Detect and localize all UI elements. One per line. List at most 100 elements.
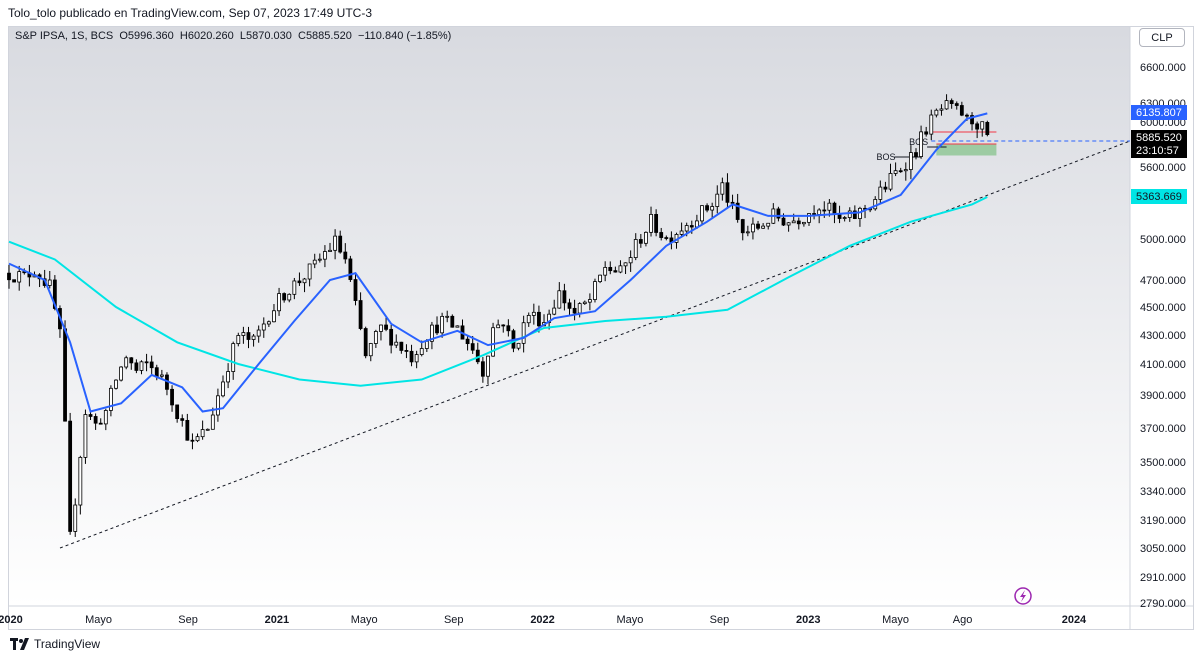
candle-body [944,100,949,110]
candle-body [827,202,832,211]
lightning-bolt-icon [1020,590,1026,602]
candle-body [455,325,460,328]
candle-body [751,223,755,233]
chart-frame[interactable] [8,26,1194,630]
y-tick-label: 4300.000 [1140,330,1186,342]
y-tick-label: 3340.000 [1140,486,1186,498]
candle-body [435,324,439,334]
candle-body [83,414,88,458]
candle-body [358,300,363,329]
candle-body [684,225,689,232]
candle-body [139,361,144,371]
candle-body [572,307,577,314]
candle-body [450,315,455,328]
candle-body [725,182,730,203]
candle-body [970,115,974,125]
candle-body [908,152,913,170]
candle-body [745,231,750,234]
candle-body [593,281,597,300]
candle-body [812,213,816,215]
candle-body [700,205,704,222]
candle-body [98,422,103,425]
candle-body [914,152,918,157]
x-tick-label: Mayo [351,614,378,626]
candle-body [241,332,246,336]
x-tick-label: Mayo [85,614,112,626]
candle-body [114,379,118,389]
candle-body [781,217,786,226]
candle-body [883,186,888,190]
candle-body [689,225,694,228]
candle-body [486,355,490,377]
candle-body [119,366,123,381]
candle-body [185,419,190,441]
candle-body [52,279,57,309]
candle-body [251,335,256,340]
candle-body [236,335,241,345]
candle-body [430,324,434,342]
candle-body [292,280,297,295]
candle-body [7,272,11,281]
candle-body [373,331,378,344]
candle-body [801,221,806,225]
x-tick-label: 2023 [796,614,820,626]
candle-body [837,213,842,219]
ema-slow-price-label-bg [1131,189,1187,204]
currency-button[interactable]: CLP [1139,28,1185,47]
candle-body [521,322,526,344]
candle-body [679,230,684,235]
candle-body [939,108,944,111]
candle-body [791,220,796,224]
ema-fast-price-label: 6135.807 [1136,107,1182,119]
countdown-label: 23:10:57 [1136,145,1179,157]
candle-body [465,338,470,345]
footer-brand: TradingView [10,637,100,651]
y-tick-label: 3050.000 [1140,543,1186,555]
candle-body [353,279,358,301]
candle-body [63,328,67,422]
candle-body [613,270,618,273]
candle-body [323,251,327,260]
candle-body [567,302,572,309]
candle-body [740,219,745,234]
publisher-caption: Tolo_tolo publicado en TradingView.com, … [8,6,373,20]
candle-body [216,395,220,416]
candle-body [603,267,608,276]
candle-body [47,279,52,286]
candle-body [847,210,852,218]
candle-body [440,315,445,334]
candle-body [287,293,292,301]
y-tick-label: 5600.000 [1140,162,1186,174]
legend-low: L5870.030 [239,30,292,42]
candle-body [562,290,567,304]
candle-body [272,310,276,323]
candle-body [954,103,959,106]
candle-body [419,348,424,355]
y-tick-label: 5000.000 [1140,234,1186,246]
candle-body [12,279,16,283]
ohlc-legend: S&P IPSA, 1S, BCS O5996.360 H6020.260 L5… [15,30,451,42]
ema-slow-price-label: 5363.669 [1136,191,1182,203]
candle-body [501,324,506,327]
candle-body [817,209,822,215]
candle-body [282,293,287,301]
candle-body [506,325,511,332]
candle-body [144,361,149,364]
candle-body [628,257,633,264]
candle-body [659,232,664,238]
candle-body [577,303,582,314]
candle-body [766,222,771,227]
candle-body [633,239,638,258]
candle-body [210,414,215,430]
candle-body [496,324,501,329]
candle-body [399,341,404,351]
y-tick-label: 2790.000 [1140,598,1186,610]
ema-fast-line [8,112,988,413]
candle-body [526,314,531,324]
legend-symbol: S&P IPSA, 1S, BCS [15,30,114,42]
candle-body [73,504,78,532]
candle-body [980,121,985,130]
candle-body [409,350,414,363]
legend-high: H6020.260 [179,30,234,42]
